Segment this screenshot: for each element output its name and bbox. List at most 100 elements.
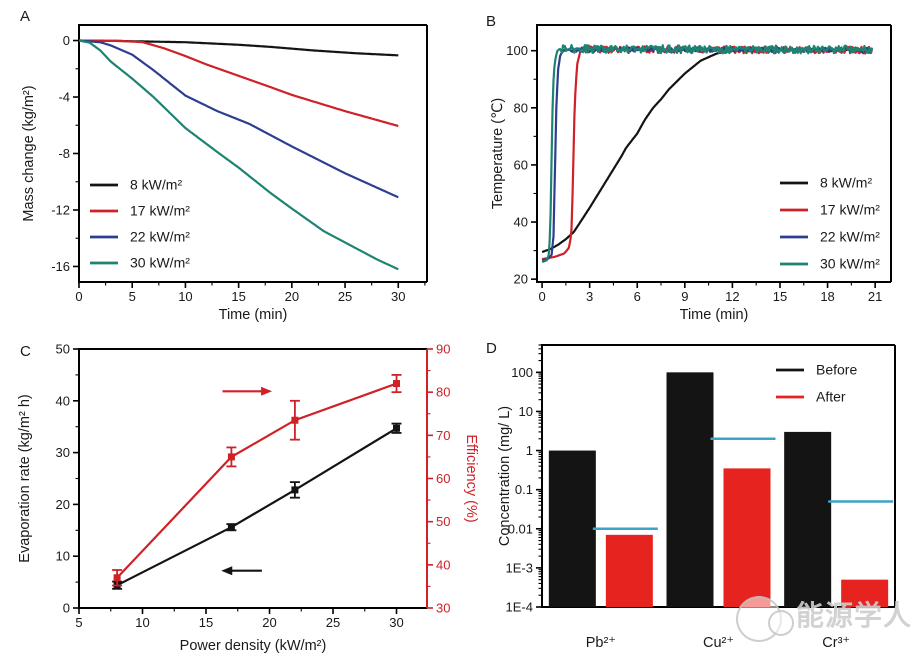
y-tick-label: 40 — [514, 215, 528, 230]
category-label: Pb²⁺ — [586, 635, 616, 651]
x-axis-label: Time (min) — [219, 307, 288, 323]
x-axis-label: Time (min) — [680, 307, 749, 323]
svg-text:30: 30 — [56, 445, 70, 460]
y-tick-label: 0.1 — [515, 482, 533, 497]
svg-text:40: 40 — [436, 557, 450, 572]
y-tick-label: -16 — [51, 259, 70, 274]
panel-label-b: B — [486, 13, 497, 30]
category-label: Cr³⁺ — [822, 635, 850, 651]
bar-after — [605, 534, 653, 607]
y-tick-label: 60 — [514, 157, 528, 172]
legend-item: 17 kW/m² — [780, 202, 880, 218]
y-tick-label: -4 — [58, 90, 70, 105]
svg-text:15: 15 — [199, 615, 213, 630]
bar-after — [723, 468, 771, 607]
legend-label: 17 kW/m² — [130, 203, 190, 219]
y-axis-label: Mass change (kg/m²) — [21, 85, 37, 221]
legend-label: 30 kW/m² — [130, 255, 190, 271]
series-line — [541, 47, 873, 254]
bar-after — [841, 579, 889, 607]
svg-text:30: 30 — [389, 615, 403, 630]
y-tick-label: 0 — [63, 33, 70, 48]
bar-before — [548, 450, 596, 607]
y-tick-label: 1E-3 — [506, 560, 533, 575]
x-tick-label: 12 — [725, 289, 739, 304]
x-tick-label: 3 — [586, 289, 593, 304]
y-axis-label: Evaporation rate (kg/m² h) — [17, 394, 33, 562]
x-tick-label: 20 — [285, 289, 299, 304]
y-tick-label: 100 — [511, 365, 533, 380]
x-tick-label: 25 — [338, 289, 352, 304]
svg-text:30: 30 — [436, 601, 450, 616]
x-tick-label: 5 — [129, 289, 136, 304]
panel-b-chart: 0 3 6 9 12 15 18 21 20 40 60 80 100 Time (min) Tempera… — [490, 24, 892, 323]
y-axis-label: Concentration (mg/ L) — [497, 406, 513, 546]
x-tick-label: 9 — [681, 289, 688, 304]
axis-frame — [78, 348, 427, 609]
legend-item: 8 kW/m² — [90, 177, 182, 193]
y-axis-label-right: Efficiency (%) — [463, 434, 479, 522]
panel-label-d: D — [486, 340, 497, 357]
data-point — [393, 424, 401, 432]
svg-text:20: 20 — [56, 497, 70, 512]
x-tick-label: 10 — [178, 289, 192, 304]
svg-text:10: 10 — [56, 549, 70, 564]
svg-text:50: 50 — [56, 342, 70, 357]
legend-label: 30 kW/m² — [820, 256, 880, 272]
svg-text:10: 10 — [135, 615, 149, 630]
y-tick-label: 0.01 — [508, 521, 533, 536]
x-tick-label: 0 — [538, 289, 545, 304]
series-line — [116, 427, 398, 587]
legend-item: 22 kW/m² — [780, 229, 880, 245]
data-point — [291, 486, 299, 494]
y-tick-label: 1 — [526, 443, 533, 458]
panel-a-chart: 0 5 10 15 20 25 30 0 -4 -8 -12 -16 Time (min) Mass ch… — [21, 24, 428, 323]
legend-item: 30 kW/m² — [780, 256, 880, 272]
series-line — [116, 382, 397, 579]
x-tick-label: 0 — [75, 289, 82, 304]
svg-text:0: 0 — [63, 601, 70, 616]
bar-before — [666, 372, 714, 607]
x-tick-label: 15 — [773, 289, 787, 304]
y-tick-label: 10 — [519, 404, 533, 419]
series-line — [79, 39, 399, 271]
axis-frame — [536, 24, 891, 283]
svg-text:60: 60 — [436, 471, 450, 486]
data-point — [113, 574, 121, 582]
y-tick-label: -12 — [51, 202, 70, 217]
legend-label: 22 kW/m² — [820, 229, 880, 245]
series-line — [541, 45, 874, 261]
legend-item: 22 kW/m² — [90, 229, 190, 245]
y-tick-label: 20 — [514, 272, 528, 287]
y-tick-label: 1E-4 — [506, 600, 533, 615]
y-tick-label: -8 — [58, 146, 70, 161]
legend-label: 17 kW/m² — [820, 202, 880, 218]
legend-item: After — [776, 389, 846, 405]
category-label: Cu²⁺ — [703, 635, 734, 651]
legend-label: Before — [816, 362, 857, 378]
svg-text:90: 90 — [436, 342, 450, 357]
legend-label: 8 kW/m² — [820, 175, 872, 191]
series-line — [79, 39, 399, 128]
x-tick-label: 30 — [391, 289, 405, 304]
svg-text:80: 80 — [436, 385, 450, 400]
svg-text:25: 25 — [326, 615, 340, 630]
panel-label-c: C — [20, 343, 31, 360]
panel-d-chart: 100 10 1 0.1 0.01 1E-3 1E-4 Concentration (mg/ … — [497, 344, 896, 651]
x-tick-label: 6 — [634, 289, 641, 304]
svg-text:50: 50 — [436, 514, 450, 529]
legend-label: 22 kW/m² — [130, 229, 190, 245]
bar-before — [784, 431, 832, 607]
svg-text:40: 40 — [56, 393, 70, 408]
series-line — [79, 39, 399, 199]
svg-text:70: 70 — [436, 428, 450, 443]
data-point — [227, 523, 235, 531]
panel-label-a: A — [20, 8, 31, 25]
legend-item: 17 kW/m² — [90, 203, 190, 219]
x-axis-label: Power density (kW/m²) — [180, 638, 327, 654]
data-point — [291, 416, 299, 424]
legend-item: 8 kW/m² — [780, 175, 872, 191]
panel-c-chart: 5 10 15 20 25 30 0 10 20 30 40 50 30 40 50 60 70 80 90 Powe… — [17, 342, 479, 655]
x-tick-label: 15 — [231, 289, 245, 304]
